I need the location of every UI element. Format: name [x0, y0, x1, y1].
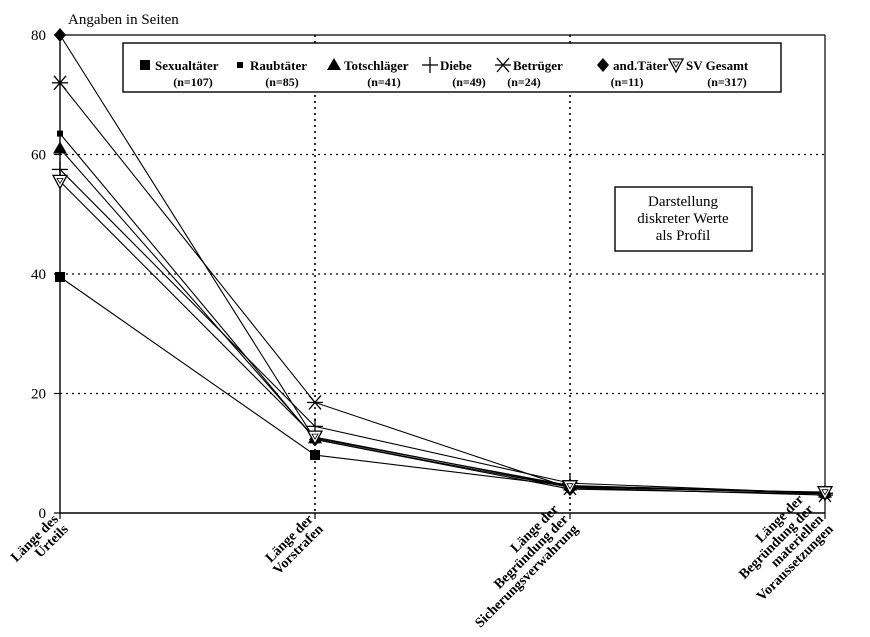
annotation-line: als Profil — [656, 228, 711, 244]
data-point-6-1 — [306, 430, 324, 446]
legend-label-1: Raubtäter — [250, 58, 307, 73]
legend-label-5: and.Täter — [613, 58, 668, 73]
series-markers — [51, 28, 834, 503]
legend-marker-1 — [237, 62, 243, 68]
annotation-frame — [614, 186, 753, 252]
annotation-line: diskreter Werte — [637, 211, 729, 227]
legend-marker-4 — [495, 57, 511, 73]
data-point-6-2 — [561, 480, 579, 496]
series-lines — [59, 34, 826, 496]
series-line-3 — [59, 169, 826, 494]
data-point-0-0 — [55, 271, 65, 282]
y-tick-label-0: 0 — [39, 506, 47, 522]
series-line-5 — [59, 34, 826, 495]
legend-marker-2 — [327, 58, 341, 70]
series-line-0 — [59, 276, 826, 494]
legend-n-4: (n=24) — [507, 75, 541, 89]
y-tick-label-80: 80 — [31, 28, 46, 44]
legend-label-2: Totschläger — [344, 58, 409, 73]
legend: Sexualtäter (n=107) Raubtäter (n=85) Totschl… — [122, 42, 782, 93]
y-tick-label-20: 20 — [31, 387, 46, 403]
data-point-1-0 — [57, 130, 63, 137]
legend-label-4: Betrüger — [513, 58, 563, 73]
grid-lines — [60, 35, 825, 513]
series-line-4 — [59, 82, 826, 496]
legend-marker-5 — [597, 58, 609, 72]
legend-n-3: (n=49) — [452, 75, 486, 89]
legend-n-5: (n=11) — [611, 75, 644, 89]
data-point-6-0 — [51, 174, 69, 190]
data-point-6-3 — [816, 486, 834, 502]
legend-n-0: (n=107) — [173, 75, 213, 89]
series-line-6 — [59, 180, 826, 494]
data-point-4-1 — [307, 395, 323, 410]
y-axis-label: Angaben in Seiten — [68, 12, 179, 28]
y-tick-label-60: 60 — [31, 148, 46, 164]
data-point-4-0 — [52, 75, 68, 91]
legend-label-0: Sexualtäter — [155, 58, 219, 73]
legend-n-1: (n=85) — [265, 75, 299, 89]
data-point-5-0 — [54, 28, 66, 42]
legend-label-3: Diebe — [440, 58, 472, 73]
data-point-0-1 — [310, 450, 320, 461]
legend-n-2: (n=41) — [367, 75, 401, 89]
legend-frame — [122, 42, 782, 93]
y-tick-label-40: 40 — [31, 267, 46, 283]
legend-label-6: SV Gesamt — [686, 58, 749, 73]
annotation-line: Darstellung — [648, 194, 718, 210]
legend-marker-0 — [140, 60, 150, 70]
legend-marker-3 — [422, 57, 438, 73]
data-point-2-0 — [53, 141, 67, 154]
legend-marker-6 — [667, 58, 685, 74]
legend-n-6: (n=317) — [707, 75, 747, 89]
